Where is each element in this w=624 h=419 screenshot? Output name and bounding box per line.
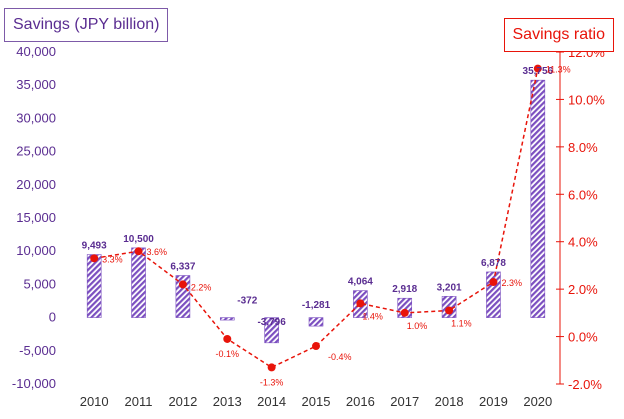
x-axis-tick-label: 2016 bbox=[346, 394, 375, 409]
bar-value-label: 2,918 bbox=[392, 284, 417, 295]
bar-value-label: 10,500 bbox=[123, 234, 154, 245]
left-axis-tick-label: 40,000 bbox=[16, 44, 56, 59]
ratio-value-label: 3.6% bbox=[147, 247, 168, 257]
bar-value-label: 35,756 bbox=[523, 66, 554, 77]
ratio-line bbox=[94, 68, 539, 369]
left-axis-tick-label: 30,000 bbox=[16, 110, 56, 125]
left-axis-tick-label: 0 bbox=[49, 310, 56, 325]
x-axis-tick-label: 2017 bbox=[390, 394, 419, 409]
bar-value-label: 6,878 bbox=[481, 258, 506, 269]
ratio-value-label: 1.0% bbox=[407, 321, 428, 331]
bar-value-label: -1,281 bbox=[302, 300, 331, 311]
x-axis-tick-label: 2018 bbox=[435, 394, 464, 409]
left-axis-tick-label: -10,000 bbox=[12, 376, 56, 391]
ratio-point bbox=[312, 342, 320, 351]
left-axis-tick-label: 25,000 bbox=[16, 144, 56, 159]
right-axis-tick-label: 4.0% bbox=[568, 235, 598, 250]
bar-value-label: 4,064 bbox=[348, 277, 373, 288]
ratio-point bbox=[267, 363, 276, 372]
left-axis-title: Savings (JPY billion) bbox=[4, 8, 169, 42]
bar bbox=[308, 317, 324, 327]
ratio-point bbox=[178, 280, 187, 289]
x-axis-tick-label: 2019 bbox=[479, 394, 508, 409]
ratio-point bbox=[356, 299, 365, 308]
right-axis-tick-label: 8.0% bbox=[568, 140, 598, 155]
left-axis-tick-label: 15,000 bbox=[16, 210, 56, 225]
bar bbox=[86, 254, 102, 318]
ratio-value-label: 3.3% bbox=[102, 254, 123, 264]
ratio-point bbox=[223, 334, 232, 343]
ratio-point bbox=[90, 254, 99, 263]
x-axis-tick-label: 2014 bbox=[257, 394, 286, 409]
ratio-point bbox=[445, 306, 454, 315]
ratio-value-label: 1.4% bbox=[362, 311, 383, 321]
bar-value-label: 9,493 bbox=[82, 241, 107, 252]
left-axis-tick-label: 20,000 bbox=[16, 177, 56, 192]
bar bbox=[530, 79, 546, 318]
ratio-value-label: -0.4% bbox=[328, 352, 352, 362]
ratio-value-label: 2.2% bbox=[191, 282, 212, 292]
bar-value-label: -372 bbox=[237, 296, 257, 307]
right-axis-title: Savings ratio bbox=[503, 18, 614, 52]
ratio-point bbox=[489, 278, 498, 287]
x-axis-tick-label: 2020 bbox=[523, 394, 552, 409]
ratio-value-label: 2.3% bbox=[501, 278, 522, 288]
ratio-point bbox=[400, 308, 409, 317]
ratio-value-label: -0.1% bbox=[216, 349, 240, 359]
x-axis-tick-label: 2011 bbox=[125, 394, 153, 409]
x-axis-tick-label: 2012 bbox=[168, 394, 197, 409]
bar-value-label: -3,796 bbox=[257, 317, 286, 328]
ratio-value-label: -1.3% bbox=[260, 377, 284, 387]
right-axis-tick-label: 2.0% bbox=[568, 282, 598, 297]
ratio-point bbox=[134, 247, 143, 256]
left-axis-tick-label: 10,000 bbox=[16, 243, 56, 258]
x-axis-tick-label: 2013 bbox=[213, 394, 242, 409]
ratio-value-label: 11.3% bbox=[546, 65, 571, 75]
bar-value-label: 3,201 bbox=[437, 282, 462, 293]
right-axis-tick-label: 0.0% bbox=[568, 330, 598, 345]
left-axis-tick-label: 5,000 bbox=[23, 276, 56, 291]
right-axis-tick-label: 10.0% bbox=[568, 92, 605, 107]
x-axis-tick-label: 2010 bbox=[80, 394, 109, 409]
bar-value-label: 6,337 bbox=[170, 262, 195, 273]
ratio-point bbox=[533, 64, 542, 73]
left-axis-tick-label: 35,000 bbox=[16, 77, 56, 92]
right-axis-tick-label: 6.0% bbox=[568, 187, 598, 202]
bar bbox=[264, 317, 279, 344]
left-axis-tick-label: -5,000 bbox=[19, 343, 56, 358]
right-axis-tick-label: -2.0% bbox=[568, 377, 602, 392]
bar bbox=[131, 247, 146, 318]
bar bbox=[219, 317, 235, 321]
ratio-value-label: 1.1% bbox=[451, 318, 472, 328]
x-axis-tick-label: 2015 bbox=[302, 394, 331, 409]
